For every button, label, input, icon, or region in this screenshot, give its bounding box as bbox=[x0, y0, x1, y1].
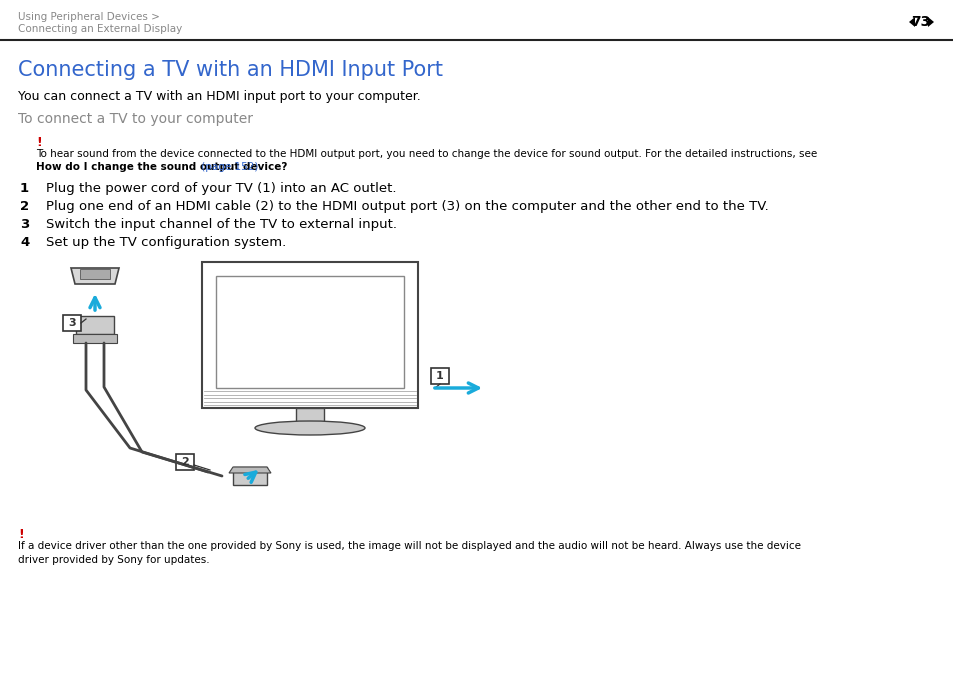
Polygon shape bbox=[927, 17, 933, 27]
Bar bbox=[233, 467, 267, 485]
Bar bbox=[295, 408, 324, 424]
Text: 1: 1 bbox=[436, 371, 443, 381]
Text: Plug the power cord of your TV (1) into an AC outlet.: Plug the power cord of your TV (1) into … bbox=[46, 182, 396, 195]
Bar bbox=[202, 262, 417, 408]
Text: You can connect a TV with an HDMI input port to your computer.: You can connect a TV with an HDMI input … bbox=[18, 90, 420, 103]
Bar bbox=[80, 269, 110, 279]
Bar bbox=[431, 368, 449, 384]
Text: Plug one end of an HDMI cable (2) to the HDMI output port (3) on the computer an: Plug one end of an HDMI cable (2) to the… bbox=[46, 200, 768, 213]
Text: (page 152).: (page 152). bbox=[198, 162, 261, 172]
Text: !: ! bbox=[36, 136, 42, 149]
Text: If a device driver other than the one provided by Sony is used, the image will n: If a device driver other than the one pr… bbox=[18, 541, 801, 551]
Bar bbox=[215, 276, 403, 388]
Text: !: ! bbox=[18, 528, 24, 541]
Text: 2: 2 bbox=[181, 457, 189, 467]
Text: Set up the TV configuration system.: Set up the TV configuration system. bbox=[46, 236, 286, 249]
Text: 73: 73 bbox=[910, 15, 929, 29]
Bar bbox=[63, 315, 81, 331]
Text: To connect a TV to your computer: To connect a TV to your computer bbox=[18, 112, 253, 126]
Text: How do I change the sound output device?: How do I change the sound output device? bbox=[36, 162, 287, 172]
Text: driver provided by Sony for updates.: driver provided by Sony for updates. bbox=[18, 555, 210, 565]
Text: 2: 2 bbox=[20, 200, 30, 213]
Text: 1: 1 bbox=[20, 182, 30, 195]
Text: Switch the input channel of the TV to external input.: Switch the input channel of the TV to ex… bbox=[46, 218, 396, 231]
Polygon shape bbox=[71, 268, 119, 284]
Text: Using Peripheral Devices >: Using Peripheral Devices > bbox=[18, 12, 160, 22]
Text: Connecting an External Display: Connecting an External Display bbox=[18, 24, 182, 34]
Text: Connecting a TV with an HDMI Input Port: Connecting a TV with an HDMI Input Port bbox=[18, 60, 442, 80]
Bar bbox=[175, 454, 193, 470]
Text: 4: 4 bbox=[20, 236, 30, 249]
Bar bbox=[76, 316, 113, 334]
Text: 3: 3 bbox=[68, 318, 75, 328]
Ellipse shape bbox=[254, 421, 365, 435]
Polygon shape bbox=[908, 17, 914, 27]
Polygon shape bbox=[229, 467, 271, 473]
Text: To hear sound from the device connected to the HDMI output port, you need to cha: To hear sound from the device connected … bbox=[36, 149, 817, 159]
Text: 3: 3 bbox=[20, 218, 30, 231]
Bar bbox=[73, 334, 117, 343]
